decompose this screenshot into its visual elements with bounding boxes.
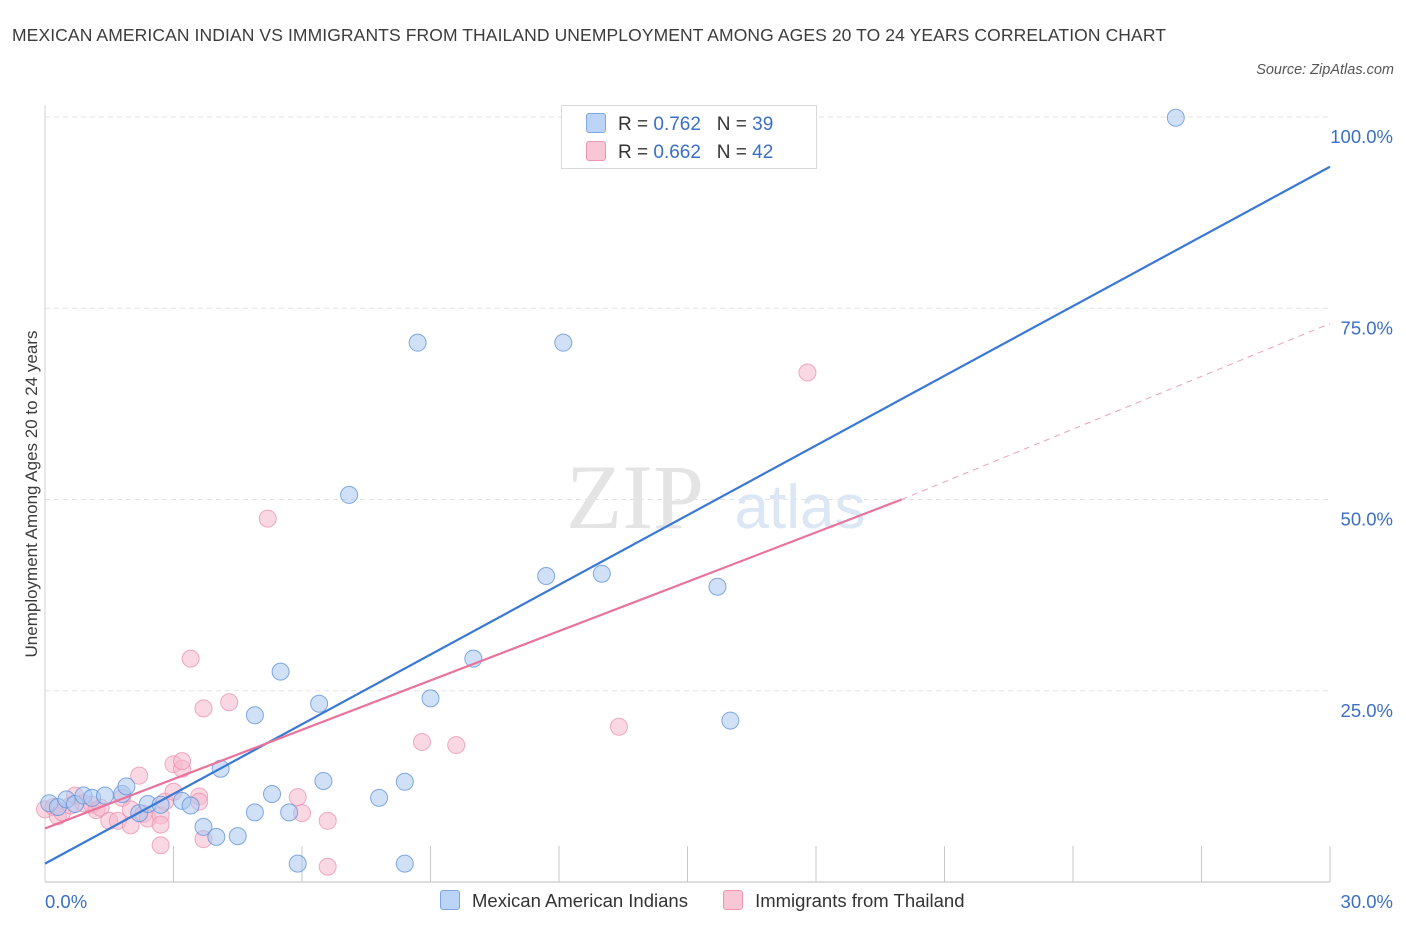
legend-row-thailand: R = 0.662 N = 42 [586, 141, 773, 163]
bottom-legend-swatch-pink [723, 890, 744, 910]
data-point-mexican [537, 567, 556, 585]
data-point-mexican [554, 333, 573, 352]
data-point-mexican [280, 803, 299, 822]
bottom-legend-swatch-blue [440, 890, 460, 910]
data-point-mexican [271, 662, 290, 681]
watermark-zip: ZIP [566, 446, 704, 548]
trend-line-thailand [44, 498, 903, 830]
x-tick-label: 30.0% [1341, 891, 1393, 912]
data-point-mexican [395, 854, 414, 873]
data-point-thailand [173, 752, 192, 771]
gridlines [45, 116, 1330, 692]
data-point-mexican [421, 689, 440, 708]
y-tick-label: 50.0% [1341, 509, 1393, 530]
data-point-thailand [318, 811, 337, 830]
x-tick-label: 0.0% [45, 891, 87, 912]
trend-line-thailand-extended [901, 323, 1331, 500]
legend-r-label: R = [618, 114, 649, 135]
data-point-mexican [395, 772, 414, 791]
data-point-mexican [592, 564, 611, 583]
data-point-mexican [314, 772, 333, 791]
chart-title: MEXICAN AMERICAN INDIAN VS IMMIGRANTS FR… [12, 25, 1167, 45]
data-point-mexican [310, 694, 329, 713]
y-tick-label: 25.0% [1341, 700, 1393, 721]
data-point-mexican [245, 803, 264, 822]
data-point-mexican [117, 777, 136, 796]
data-point-mexican [194, 817, 213, 836]
source-label: Source: ZipAtlas.com [1256, 62, 1394, 78]
data-point-mexican [288, 854, 307, 873]
data-point-mexican [228, 827, 247, 846]
data-point-mexican [95, 786, 114, 805]
legend-r-value: 0.662 [653, 142, 701, 163]
axes [44, 105, 1331, 883]
legend-n-value: 39 [752, 114, 774, 135]
bottom-legend-thailand: Immigrants from Thailand [723, 890, 965, 912]
trend-line-mexican [44, 165, 1331, 865]
legend-n-label: N = [716, 142, 747, 163]
bottom-legend-label: Immigrants from Thailand [755, 890, 965, 911]
data-point-mexican [370, 788, 389, 807]
data-point-mexican [263, 785, 282, 804]
bottom-legend-mexican: Mexican American Indians [440, 890, 688, 912]
trend-lines [44, 165, 1331, 865]
y-tick-label: 75.0% [1341, 317, 1393, 338]
data-point-mexican [181, 796, 200, 815]
bottom-legend: Mexican American Indians Immigrants from… [440, 890, 995, 912]
data-point-thailand [181, 649, 200, 668]
data-point-mexican [708, 577, 727, 596]
data-point-mexican [721, 711, 740, 730]
legend: R = 0.762 N = 39 R = 0.662 N = 42 [561, 105, 817, 169]
y-tick-label: 100.0% [1330, 126, 1393, 147]
legend-r-label: R = [618, 142, 649, 163]
data-point-mexican [340, 485, 359, 504]
bottom-legend-label: Mexican American Indians [472, 890, 688, 911]
legend-row-mexican: R = 0.762 N = 39 [586, 113, 773, 135]
tick-labels: 25.0% 50.0% 75.0% 100.0% 0.0% 30.0% [45, 126, 1393, 912]
data-point-thailand [447, 736, 466, 755]
data-point-mexican [207, 827, 226, 846]
data-point-thailand [258, 509, 277, 528]
data-point-thailand [609, 717, 628, 736]
data-point-thailand [798, 363, 817, 382]
data-point-thailand [412, 733, 431, 752]
legend-swatch-pink [586, 141, 606, 161]
data-point-thailand [151, 836, 170, 855]
data-point-thailand [288, 788, 307, 807]
data-point-thailand [194, 699, 213, 718]
watermark-atlas: atlas [735, 473, 866, 542]
data-point-thailand [151, 815, 170, 834]
legend-n-value: 42 [752, 142, 774, 163]
data-point-thailand [220, 693, 239, 712]
data-point-thailand [130, 766, 149, 785]
legend-r-value: 0.762 [653, 114, 701, 135]
legend-n-label: N = [716, 114, 747, 135]
data-point-thailand [318, 857, 337, 876]
data-point-mexican [245, 706, 264, 725]
data-point-mexican [408, 333, 427, 352]
legend-swatch-blue [586, 113, 606, 133]
data-point-mexican [1166, 108, 1185, 127]
